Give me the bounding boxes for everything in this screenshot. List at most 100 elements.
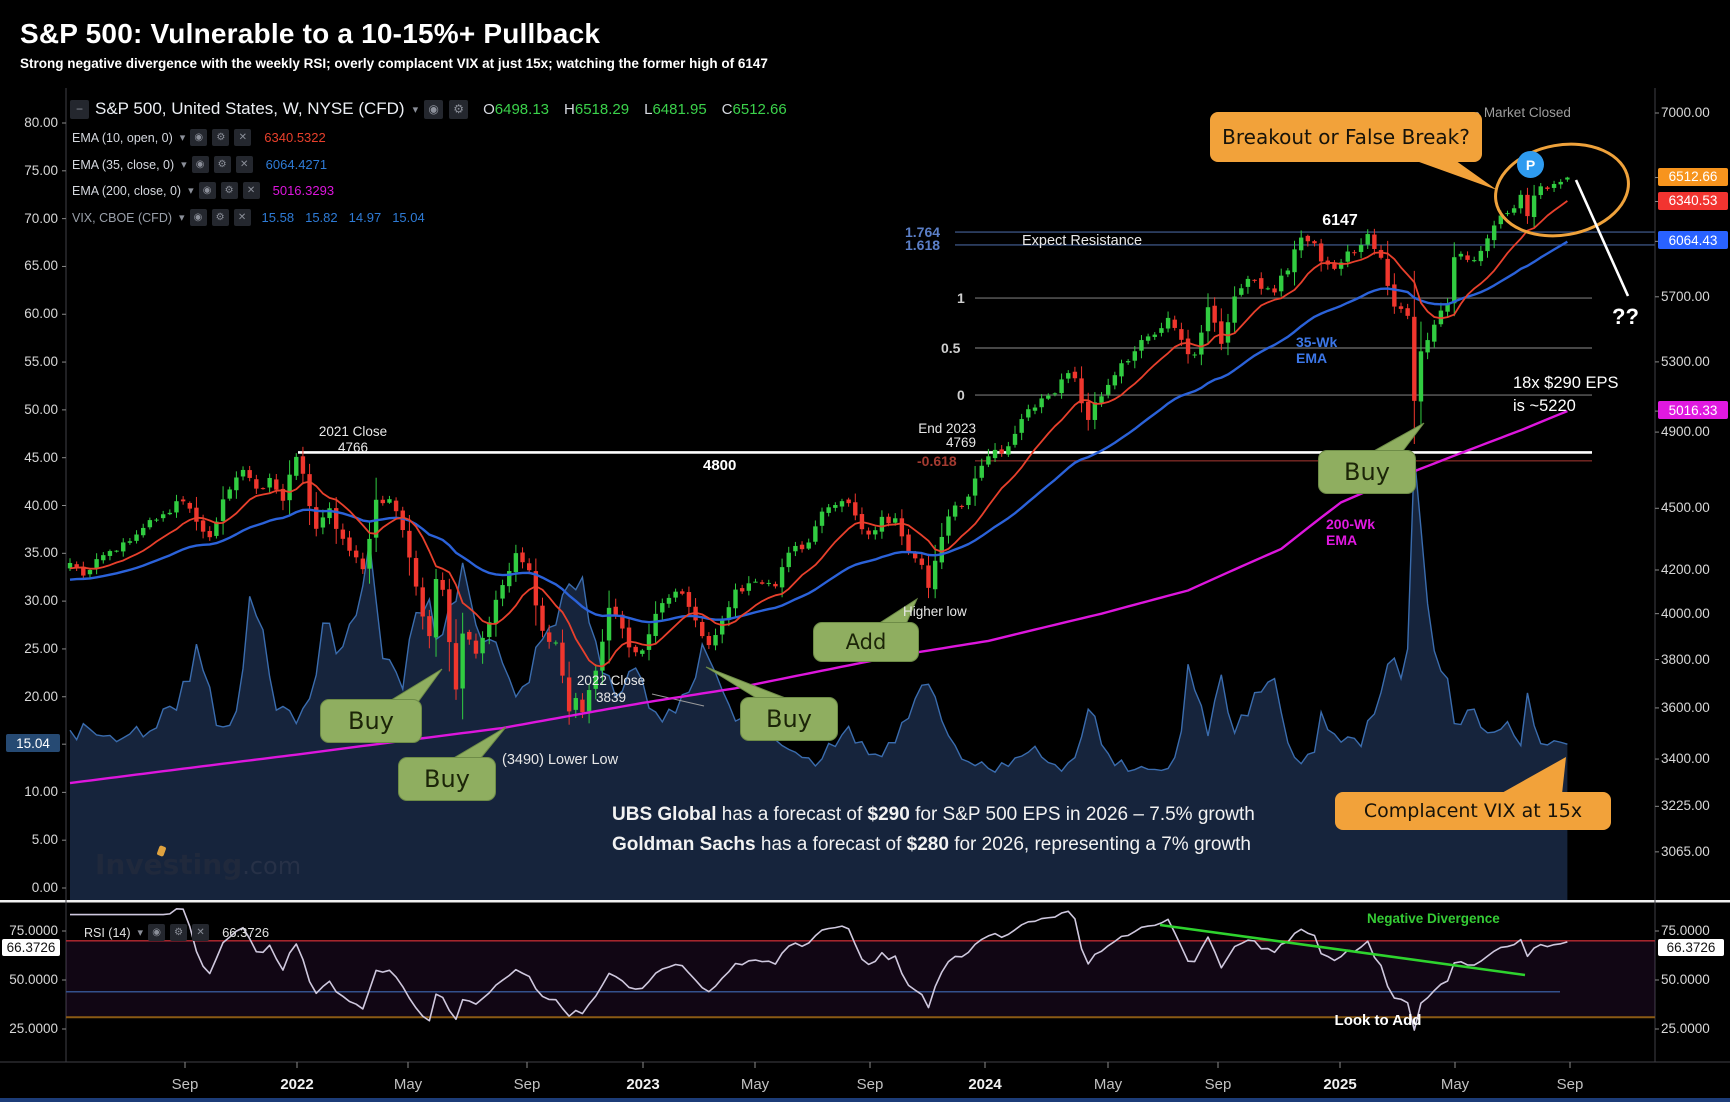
callout-tail	[1500, 757, 1566, 794]
candle-body	[147, 520, 153, 528]
close-label: C6512.66	[721, 100, 787, 118]
buy-callout: Buy	[398, 757, 496, 801]
breakout-callout: Breakout or False Break?	[1210, 112, 1482, 162]
time-axis-label: Sep	[171, 1076, 199, 1093]
chevron-down-icon[interactable]: ▾	[412, 103, 419, 116]
candle-body	[1165, 317, 1171, 329]
candle-body	[187, 502, 192, 509]
gear-icon[interactable]: ⚙	[212, 129, 230, 146]
ema35-label[interactable]: EMA (35, close, 0)	[72, 157, 175, 172]
close-icon[interactable]: ✕	[233, 209, 251, 226]
vix-close: 15.04	[392, 210, 425, 225]
eye-icon[interactable]: ◉	[190, 129, 208, 146]
candle-body	[826, 507, 831, 513]
chevron-down-icon[interactable]: ▾	[179, 212, 185, 224]
add-callout: Add	[813, 622, 919, 662]
rsi-badge: 66.3726	[2, 938, 60, 956]
indicator-row-vix: VIX, CBOE (CFD) ▾ ◉ ⚙ ✕ 15.58 15.82 14.9…	[72, 209, 425, 226]
time-axis-label: May	[740, 1076, 770, 1093]
candle-body	[1239, 288, 1244, 295]
gear-icon[interactable]: ⚙	[170, 924, 188, 941]
chevron-down-icon[interactable]: ▾	[181, 159, 187, 171]
candle-body	[1285, 270, 1291, 275]
gear-icon[interactable]: ⚙	[220, 182, 238, 199]
rsi-value: 66.3726	[222, 925, 270, 940]
candle-body	[1505, 213, 1510, 215]
vix-label[interactable]: VIX, CBOE (CFD)	[72, 210, 173, 225]
candle-body	[367, 538, 372, 569]
candle-body	[300, 456, 306, 474]
left-axis-label: 25.00	[24, 640, 58, 656]
gear-icon[interactable]: ⚙	[449, 99, 469, 119]
candle-body	[533, 571, 539, 606]
candle-body	[1212, 305, 1217, 323]
ema200-chart-label: 200-Wk EMA	[1326, 516, 1376, 548]
vix-low: 14.97	[348, 210, 382, 225]
candle-body	[1245, 278, 1251, 287]
candle-body	[893, 518, 898, 523]
eye-icon[interactable]: ◉	[424, 99, 444, 119]
highlight-ellipse[interactable]	[1488, 134, 1636, 246]
close-2022-label: 2022 Close 3839	[576, 673, 646, 705]
ema10-label[interactable]: EMA (10, open, 0)	[72, 130, 173, 145]
chevron-down-icon[interactable]: ▾	[137, 927, 144, 939]
candle-body	[67, 563, 73, 569]
pin-badge[interactable]: P	[1517, 151, 1544, 178]
candle-body	[952, 505, 958, 517]
right-axis-label: 4200.00	[1661, 562, 1710, 577]
collapse-icon[interactable]: −	[70, 99, 89, 119]
fib-label: 0	[957, 387, 965, 404]
right-axis-label: 4500.00	[1661, 500, 1710, 516]
close-icon[interactable]: ✕	[192, 924, 210, 941]
gear-icon[interactable]: ⚙	[211, 209, 229, 226]
panel-separator[interactable]	[0, 900, 1730, 903]
negative-divergence-trendline[interactable]	[1159, 923, 1526, 977]
candle-body	[94, 559, 99, 569]
candle-body	[1179, 329, 1184, 340]
gear-icon[interactable]: ⚙	[213, 156, 231, 173]
candle-body	[473, 640, 479, 654]
rsi-label[interactable]: RSI (14)	[84, 925, 131, 940]
candle-body	[141, 527, 146, 536]
symbol-title[interactable]: S&P 500, United States, W, NYSE (CFD)	[95, 99, 405, 118]
eye-icon[interactable]: ◉	[148, 924, 166, 941]
ema35-line	[69, 240, 1568, 624]
candle-body	[267, 477, 272, 488]
projection-arrow[interactable]	[1574, 179, 1630, 297]
close-icon[interactable]: ✕	[242, 182, 260, 199]
eye-icon[interactable]: ◉	[191, 156, 209, 173]
price-badge: 6340.53	[1658, 191, 1728, 210]
candle-body	[999, 449, 1004, 454]
high-6147-label: 6147	[1322, 212, 1358, 229]
left-axis-label: 35.00	[24, 545, 58, 561]
high-label: H6518.29	[564, 100, 630, 118]
candle-body	[1472, 260, 1477, 262]
chevron-down-icon[interactable]: ▾	[179, 132, 186, 144]
time-axis-label: Sep	[1204, 1076, 1232, 1093]
candle-body	[387, 499, 392, 503]
candle-body	[686, 592, 692, 607]
candle-body	[853, 502, 858, 516]
low-value: 6481.95	[652, 100, 707, 118]
candle-body	[906, 534, 911, 552]
high-value: 6518.29	[574, 100, 630, 118]
chevron-down-icon[interactable]: ▾	[188, 185, 194, 197]
time-axis-label: May	[1093, 1076, 1123, 1093]
indicator-row-ema35: EMA (35, close, 0) ▾ ◉ ⚙ ✕ 6064.4271	[72, 156, 327, 173]
eye-icon[interactable]: ◉	[189, 209, 207, 226]
candle-body	[1511, 208, 1517, 213]
close-icon[interactable]: ✕	[234, 129, 252, 146]
left-axis-label: 55.00	[24, 354, 58, 370]
expect-resistance-label: Expect Resistance	[1022, 233, 1143, 249]
candle-body	[919, 558, 925, 565]
eye-icon[interactable]: ◉	[198, 182, 216, 199]
close-icon[interactable]: ✕	[235, 156, 253, 173]
market-status: ● Market Closed	[1474, 105, 1571, 120]
candle-body	[107, 551, 113, 556]
candle-body	[280, 488, 286, 501]
candle-body	[899, 518, 905, 537]
candle-body	[314, 507, 319, 529]
candle-body	[1305, 235, 1311, 242]
candle-body	[453, 643, 459, 690]
ema200-label[interactable]: EMA (200, close, 0)	[72, 183, 182, 198]
